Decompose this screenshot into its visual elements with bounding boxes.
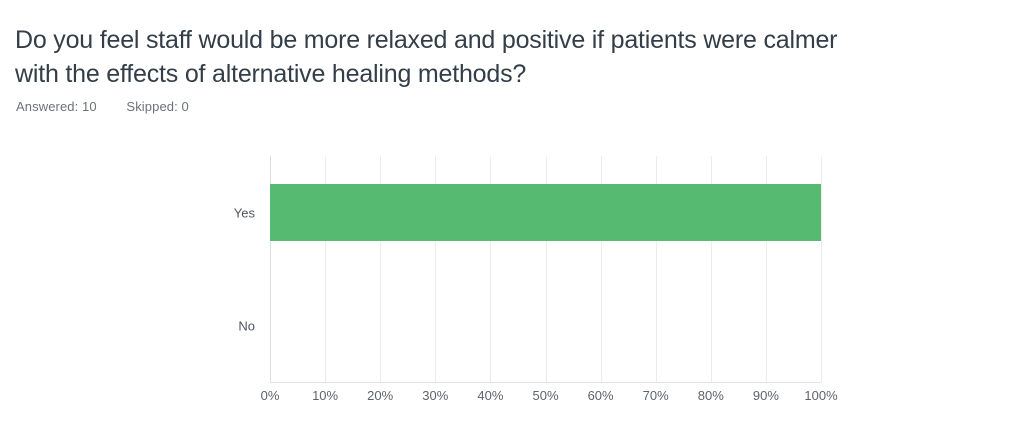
question-title-line-2: with the effects of alternative healing … bbox=[15, 59, 527, 88]
question-title: Do you feel staff would be more relaxed … bbox=[15, 23, 1015, 91]
gridline bbox=[435, 156, 437, 382]
response-meta: Answered: 10 Skipped: 0 bbox=[16, 99, 189, 114]
question-title-line-1: Do you feel staff would be more relaxed … bbox=[15, 25, 838, 54]
plot-area bbox=[270, 156, 822, 383]
gridline bbox=[600, 156, 602, 382]
skipped-count: Skipped: 0 bbox=[126, 99, 189, 114]
gridline bbox=[545, 156, 547, 382]
category-label-no: No bbox=[238, 318, 255, 333]
category-label-yes: Yes bbox=[233, 205, 255, 220]
x-tick-label: 50% bbox=[532, 388, 559, 403]
gridline bbox=[380, 156, 382, 382]
bar-chart: 0% 10% 20% 30% 40% 50% 60% 70% 80% 90% 100% Yes No bbox=[0, 156, 1024, 426]
x-tick-label: 20% bbox=[367, 388, 394, 403]
x-tick-label: 10% bbox=[312, 388, 339, 403]
gridline bbox=[270, 156, 271, 382]
x-tick-label: 70% bbox=[642, 388, 669, 403]
gridline bbox=[710, 156, 712, 382]
x-tick-label: 90% bbox=[752, 388, 779, 403]
gridline bbox=[821, 156, 822, 382]
gridline bbox=[490, 156, 492, 382]
answered-count: Answered: 10 bbox=[16, 99, 97, 114]
x-tick-label: 30% bbox=[422, 388, 449, 403]
bar-yes[interactable] bbox=[270, 184, 821, 241]
x-tick-label: 60% bbox=[587, 388, 614, 403]
x-tick-label: 100% bbox=[804, 388, 838, 403]
x-tick-label: 0% bbox=[260, 388, 280, 403]
x-tick-label: 80% bbox=[697, 388, 724, 403]
gridline bbox=[655, 156, 657, 382]
gridline bbox=[325, 156, 327, 382]
x-tick-label: 40% bbox=[477, 388, 504, 403]
gridline bbox=[765, 156, 767, 382]
